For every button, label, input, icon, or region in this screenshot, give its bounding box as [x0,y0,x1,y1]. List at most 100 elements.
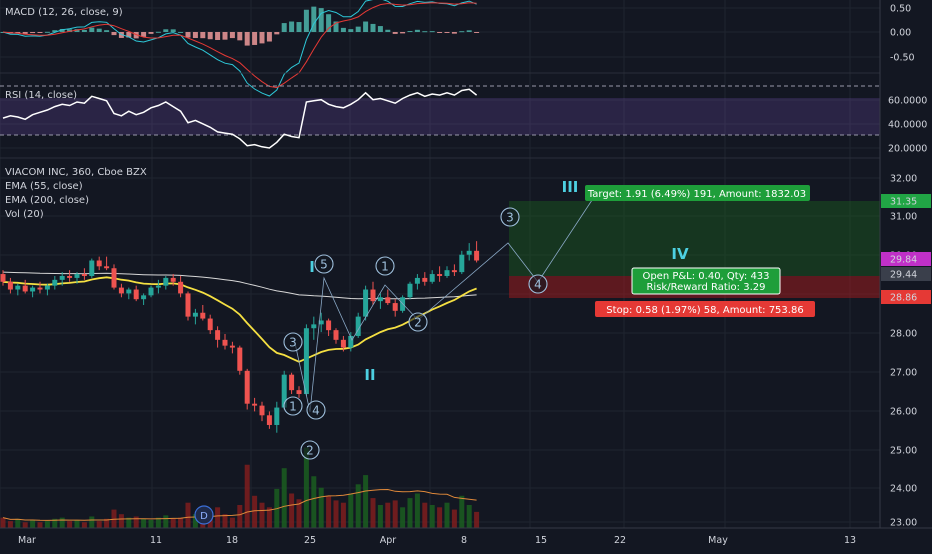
macd-histogram-bar [429,31,435,33]
candle-body [392,303,398,311]
candle-body [259,405,265,416]
candle-body [7,281,13,290]
macd-histogram-bar [274,32,280,35]
macd-histogram-bar [370,23,376,32]
price-tag-box [881,290,931,304]
wave-label: 1 [381,260,389,274]
candle-body [22,285,28,292]
candle-body [37,287,43,290]
macd-histogram-bar [59,28,65,32]
macd-histogram-bar [200,32,206,39]
macd-histogram-bar [311,6,317,32]
target-label-box [585,185,810,201]
candle-body [333,330,339,340]
macd-histogram-bar [15,32,21,34]
volume-bar [296,499,302,528]
candle-body [192,312,198,317]
wave-label: 4 [312,404,320,418]
candle-body [104,266,110,269]
wave-circle [500,207,520,227]
macd-histogram [0,6,480,46]
rsi-pane: RSI (14, close) [0,85,880,159]
price-tick-label: 32.00 [890,174,917,185]
macd-histogram-bar [400,32,406,34]
macd-histogram-bar [451,32,457,34]
candle-body [296,390,302,395]
candle-body [451,270,457,273]
volume-bar [170,518,176,528]
volume-bar [22,522,28,528]
legend-ema200: EMA (200, close) [5,195,89,206]
volume-bar [237,505,243,528]
volume-bar [355,484,361,528]
volume-bar [474,511,480,528]
position-info[interactable]: Open P&L: 0.40, Qty: 433 Risk/Reward Rat… [631,267,781,295]
wave-label: IV [671,245,689,263]
volume-bar [222,514,228,528]
macd-histogram-bar [89,27,95,32]
candle-body [318,320,324,325]
time-axis-labels: Mar 11 18 25 Apr 8 15 22 May 13 [18,535,856,546]
volume-bar [148,519,154,528]
target-label[interactable]: Target: 1.91 (6.49%) 191, Amount: 1832.0… [585,185,810,201]
candle-body [222,339,228,346]
wave-label: 4 [534,278,542,292]
macd-histogram-bar [237,32,243,41]
legend-ema55: EMA (55, close) [5,181,83,192]
macd-histogram-bar [44,31,50,33]
candle-body [266,415,272,425]
volume-bar [133,516,139,528]
candle-body [466,250,472,255]
volume-bar [333,500,339,528]
stop-label-text: Stop: 0.58 (1.97%) 58, Amount: 753.86 [606,305,803,316]
risk-reward-text: Risk/Reward Ratio: 3.29 [646,282,765,293]
candle-body [67,275,73,278]
volume-bar [407,498,413,528]
volume-bar [7,521,13,528]
stop-label[interactable]: Stop: 0.58 (1.97%) 58, Amount: 753.86 [595,301,815,317]
macd-histogram-bar [252,32,258,45]
volume-bar [52,518,58,528]
candle-body [377,297,383,302]
macd-histogram-bar [178,31,184,33]
macd-histogram-bar [407,31,413,33]
candle-body [407,283,413,298]
candle-body [207,318,213,331]
price-tag-label: 28.86 [890,293,917,304]
volume-bar [459,495,465,528]
candle-body [444,270,450,276]
candle-body [215,330,221,340]
price-tick-label: 24.00 [890,484,917,495]
volume-bar [30,519,36,528]
macd-line [2,0,477,97]
wave-label: 2 [306,444,314,458]
volume-bar [81,522,87,528]
price-tag-box [881,194,931,208]
volume-bar [244,464,250,528]
event-badge[interactable]: D [194,505,214,525]
wave-label: II [364,366,375,384]
price-tag-box [881,252,931,266]
candle-body [111,268,117,288]
candle-body [0,274,6,282]
time-axis[interactable]: Mar 11 18 25 Apr 8 15 22 May 13 [0,527,932,546]
macd-histogram-bar [414,29,420,32]
time-axis-label: Apr [380,535,397,546]
volume-bar [44,521,50,528]
macd-histogram-bar [22,32,28,34]
rsi-band [0,98,880,135]
price-axis[interactable]: 0.50 0.00 -0.50 60.0000 40.0000 20.0000 32.00 3… [879,0,932,529]
volume-bar [422,502,428,528]
candle-body [229,345,235,348]
volume-bar [444,502,450,528]
volume-bar [74,519,80,528]
macd-histogram-bar [229,32,235,39]
macd-title: MACD (12, 26, close, 9) [5,7,123,18]
macd-tick-label: 0.00 [890,28,911,39]
candles [0,241,480,433]
candle-body [148,287,154,296]
macd-histogram-bar [74,29,80,32]
volume-bar [318,487,324,528]
